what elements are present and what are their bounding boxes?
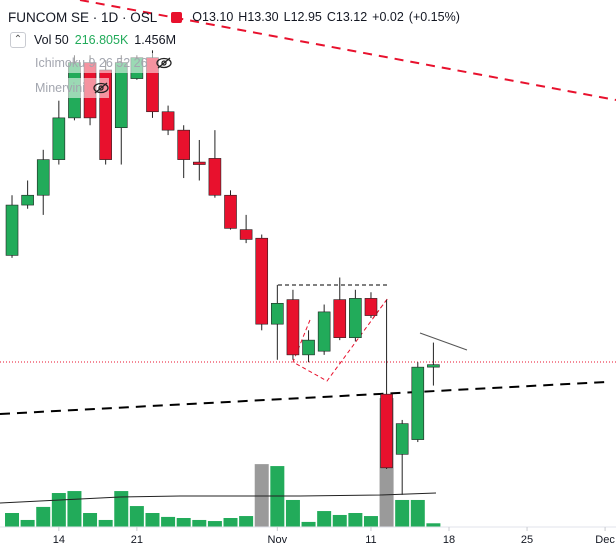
candle-body xyxy=(21,194,34,206)
volume-bar xyxy=(5,513,20,528)
volume-bar xyxy=(332,514,347,528)
candle-body xyxy=(271,302,284,325)
volume-bar xyxy=(207,521,222,528)
ohlc-key: C xyxy=(326,10,336,24)
hidden-icon[interactable] xyxy=(93,82,109,94)
volume-bar xyxy=(192,519,207,528)
candle-body xyxy=(395,423,409,455)
volume-bar xyxy=(317,511,332,528)
volume-bar xyxy=(270,466,285,528)
indicator-name: Ichimoku 9 26 52 26 xyxy=(35,56,148,70)
volume-bar xyxy=(223,518,238,528)
volume-average: 1.456M xyxy=(134,33,176,47)
x-tick-label: Dec xyxy=(595,534,615,546)
x-tick-label: 18 xyxy=(443,534,455,546)
volume-bar xyxy=(395,499,410,528)
ohlc-item: L12.95 xyxy=(284,10,322,24)
volume-pane xyxy=(5,398,441,528)
candle-body xyxy=(349,298,362,338)
candle-body xyxy=(317,311,331,352)
candle-body xyxy=(177,129,190,160)
candle-body xyxy=(52,117,66,160)
drawings xyxy=(0,0,616,415)
volume-bar xyxy=(114,491,129,528)
volume-bar xyxy=(145,513,160,528)
ohlc-value: 12.95 xyxy=(290,10,322,24)
candle-body xyxy=(364,298,378,316)
volume-average-line xyxy=(0,492,437,504)
candle-body xyxy=(239,229,253,240)
volume-bar xyxy=(83,513,98,528)
change: +0.02 xyxy=(372,10,404,24)
volume-legend: ⌃ Vol 50 216.805K 1.456M xyxy=(0,30,176,50)
exchange: OSL xyxy=(130,9,158,25)
volume-bar xyxy=(51,493,66,528)
candle-body xyxy=(411,366,425,440)
hidden-icon[interactable] xyxy=(155,57,172,69)
change-percent: (+0.15%) xyxy=(408,10,460,24)
candle-body xyxy=(208,158,222,196)
trend-line xyxy=(419,332,468,351)
volume-value: 216.805K xyxy=(74,33,129,47)
volume-bar xyxy=(363,516,378,528)
ohlc-key: L xyxy=(283,10,291,24)
indicator-name: Minervini xyxy=(35,81,86,95)
volume-bar xyxy=(348,513,363,528)
volume-name: Vol 50 xyxy=(34,33,69,47)
x-tick-label: 21 xyxy=(131,534,143,546)
time-axis xyxy=(0,527,616,552)
candle-body xyxy=(192,161,206,165)
candle-body xyxy=(255,237,269,325)
interval: 1D xyxy=(101,9,119,25)
collapse-button[interactable]: ⌃ xyxy=(10,32,26,48)
candle-body xyxy=(36,159,50,196)
candle-body xyxy=(286,299,300,356)
symbol: FUNCOM SE xyxy=(8,9,89,25)
ohlc-value: 13.12 xyxy=(335,10,368,24)
x-tick-label: 14 xyxy=(53,534,65,546)
candle-body xyxy=(427,364,440,368)
volume-bar xyxy=(285,499,300,528)
volume-bar xyxy=(426,523,441,528)
volume-bar xyxy=(20,519,35,528)
volume-bar xyxy=(67,491,82,528)
ohlc-item: C13.12 xyxy=(327,10,367,24)
separator: · xyxy=(89,9,101,25)
ohlc-item: O13.10 xyxy=(192,10,233,24)
flag-icon[interactable] xyxy=(171,11,183,23)
indicator-legend: Minervini xyxy=(35,78,110,98)
volume-bar xyxy=(98,519,113,528)
ohlc-value: 13.30 xyxy=(247,10,279,24)
volume-bar xyxy=(176,518,191,528)
ohlc-key: H xyxy=(238,10,248,24)
candles xyxy=(5,50,440,495)
time-axis-labels: 14 21 Nov 11 18 25 Dec xyxy=(53,527,615,546)
separator: · xyxy=(118,9,131,25)
candle-body xyxy=(224,194,237,229)
candle-body xyxy=(5,204,19,256)
trend-line xyxy=(0,381,607,415)
indicator-legend: Ichimoku 9 26 52 26 xyxy=(35,53,172,73)
ohlc-item: H13.30 xyxy=(238,10,278,24)
candle-body xyxy=(302,339,315,356)
x-tick-label: 25 xyxy=(521,534,533,546)
candle-body xyxy=(333,299,347,338)
volume-bar xyxy=(129,506,144,528)
volume-bar xyxy=(161,516,176,528)
trend-line xyxy=(79,0,616,101)
x-tick-label: 11 xyxy=(365,534,376,546)
symbol-row: FUNCOM SE · 1D · OSL O13.10 H13.30 L12.9… xyxy=(0,6,465,28)
volume-bar xyxy=(301,521,316,528)
candle-body xyxy=(161,111,175,131)
x-tick-label: Nov xyxy=(268,534,288,546)
volume-bar xyxy=(239,516,254,528)
ohlc-value: 13.10 xyxy=(202,10,234,24)
volume-bar xyxy=(36,506,51,528)
ohlc-key: O xyxy=(192,10,203,24)
candle-body xyxy=(380,393,393,469)
volume-bar xyxy=(410,499,425,528)
